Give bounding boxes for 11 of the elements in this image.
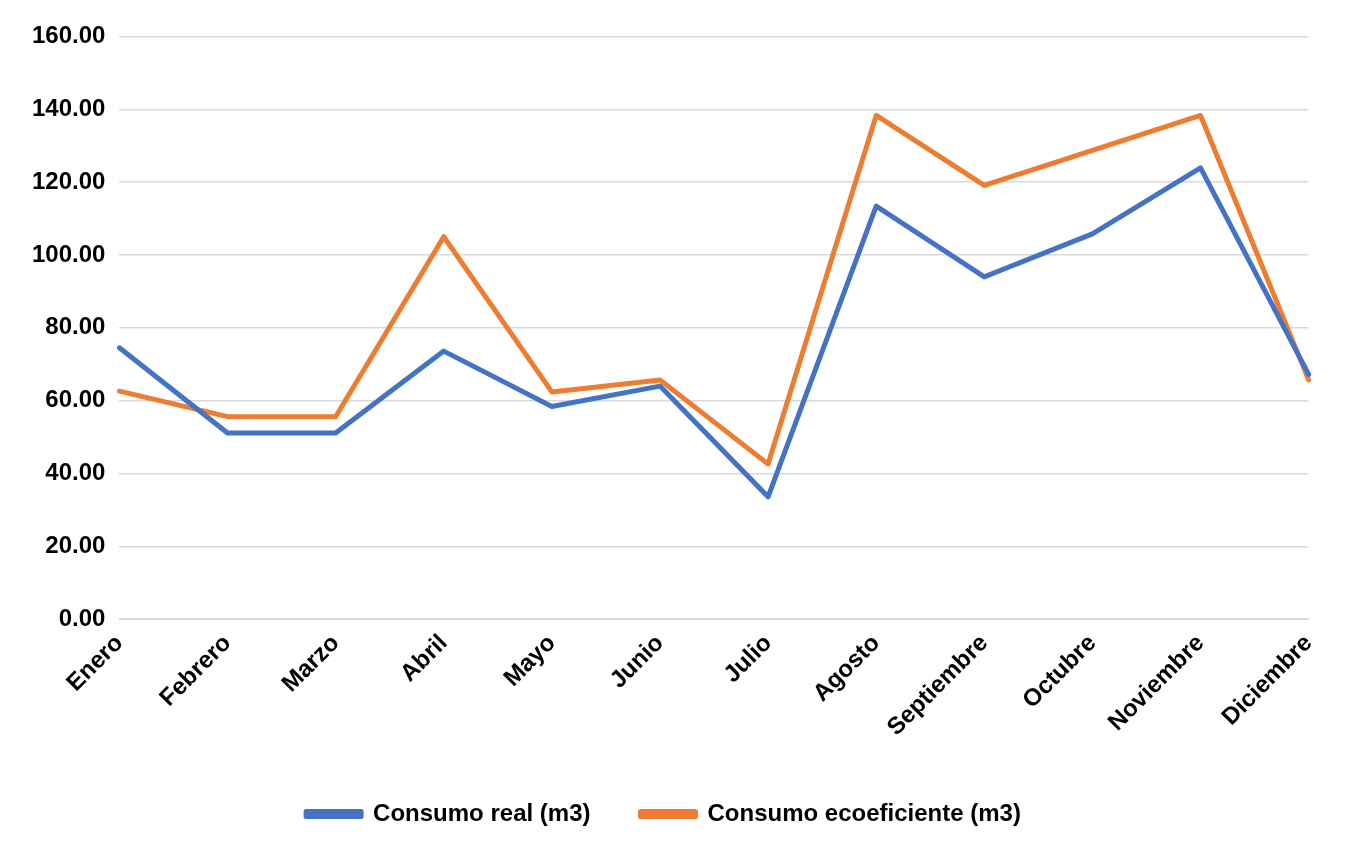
y-tick-label: 40.00 bbox=[45, 458, 106, 486]
legend-label: Consumo real (m3) bbox=[373, 798, 591, 826]
y-tick-label: 0.00 bbox=[58, 603, 106, 631]
y-tick-label: 160.00 bbox=[32, 21, 106, 49]
y-tick-label: 140.00 bbox=[32, 93, 106, 121]
y-tick-label: 20.00 bbox=[45, 530, 106, 558]
y-tick-label: 100.00 bbox=[32, 239, 106, 267]
y-tick-label: 80.00 bbox=[45, 312, 106, 340]
legend-label: Consumo ecoeficiente (m3) bbox=[707, 798, 1021, 826]
y-tick-label: 60.00 bbox=[45, 385, 106, 413]
y-tick-label: 120.00 bbox=[32, 166, 106, 194]
